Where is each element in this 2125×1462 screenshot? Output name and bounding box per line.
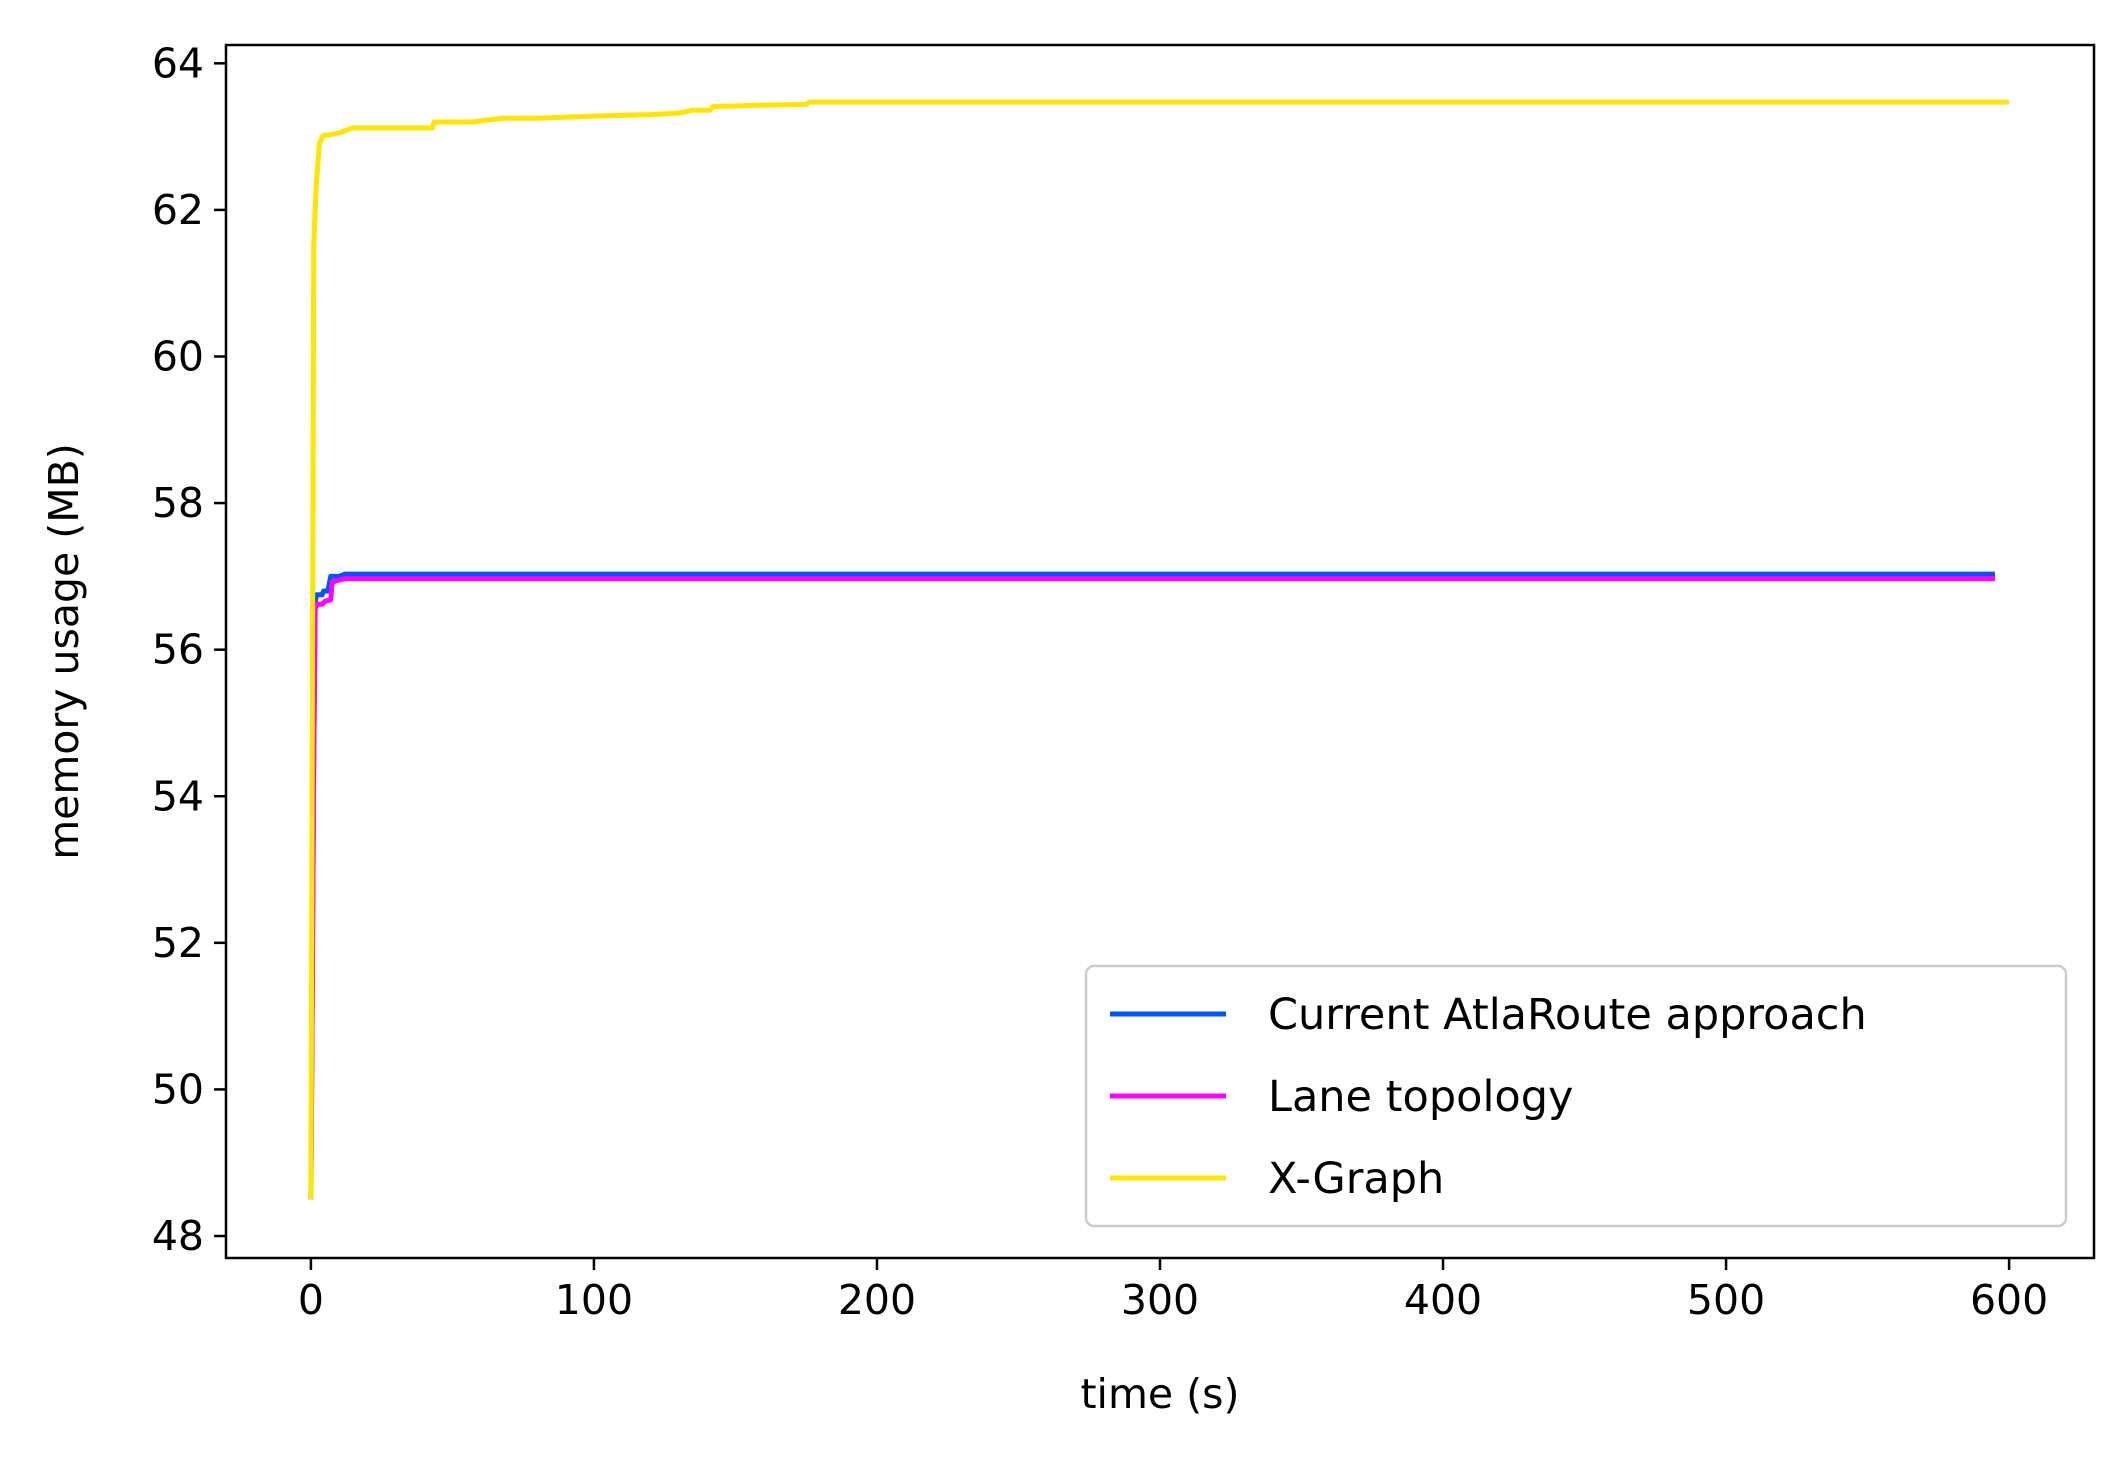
legend-box: [1084, 964, 2068, 1228]
y-tick-label: 56: [152, 626, 204, 674]
legend-label-3: X-Graph: [1268, 1154, 1444, 1204]
x-tick-label: 100: [555, 1276, 633, 1324]
y-tick-label: 64: [152, 39, 204, 87]
y-tick-label: 52: [152, 919, 204, 967]
x-tick-label: 600: [1970, 1276, 2048, 1324]
y-tick-label: 62: [152, 186, 204, 234]
x-axis: 0 100 200 300 400 500 600: [298, 1258, 2048, 1324]
y-tick-label: 48: [152, 1212, 204, 1260]
y-axis: 48 50 52 54 56 58 60 62 64: [152, 39, 226, 1260]
x-tick-label: 200: [838, 1276, 916, 1324]
legend-label-2: Lane topology: [1268, 1072, 1573, 1122]
x-tick-label: 500: [1687, 1276, 1765, 1324]
series-layer: [308, 99, 2010, 1200]
x-tick-label: 300: [1121, 1276, 1199, 1324]
y-axis-label: memory usage (MB): [40, 443, 88, 860]
x-tick-label: 0: [298, 1276, 324, 1324]
y-tick-label: 54: [152, 772, 204, 820]
y-tick-label: 58: [152, 479, 204, 527]
y-tick-label: 60: [152, 332, 204, 380]
series-line-3: [308, 99, 2010, 1200]
x-axis-label: time (s): [1080, 1370, 1239, 1418]
legend-label-1: Current AtlaRoute approach: [1268, 990, 1867, 1040]
legend: Current AtlaRoute approach Lane topology X…: [1084, 964, 2068, 1228]
x-tick-label: 400: [1404, 1276, 1482, 1324]
y-tick-label: 50: [152, 1065, 204, 1113]
